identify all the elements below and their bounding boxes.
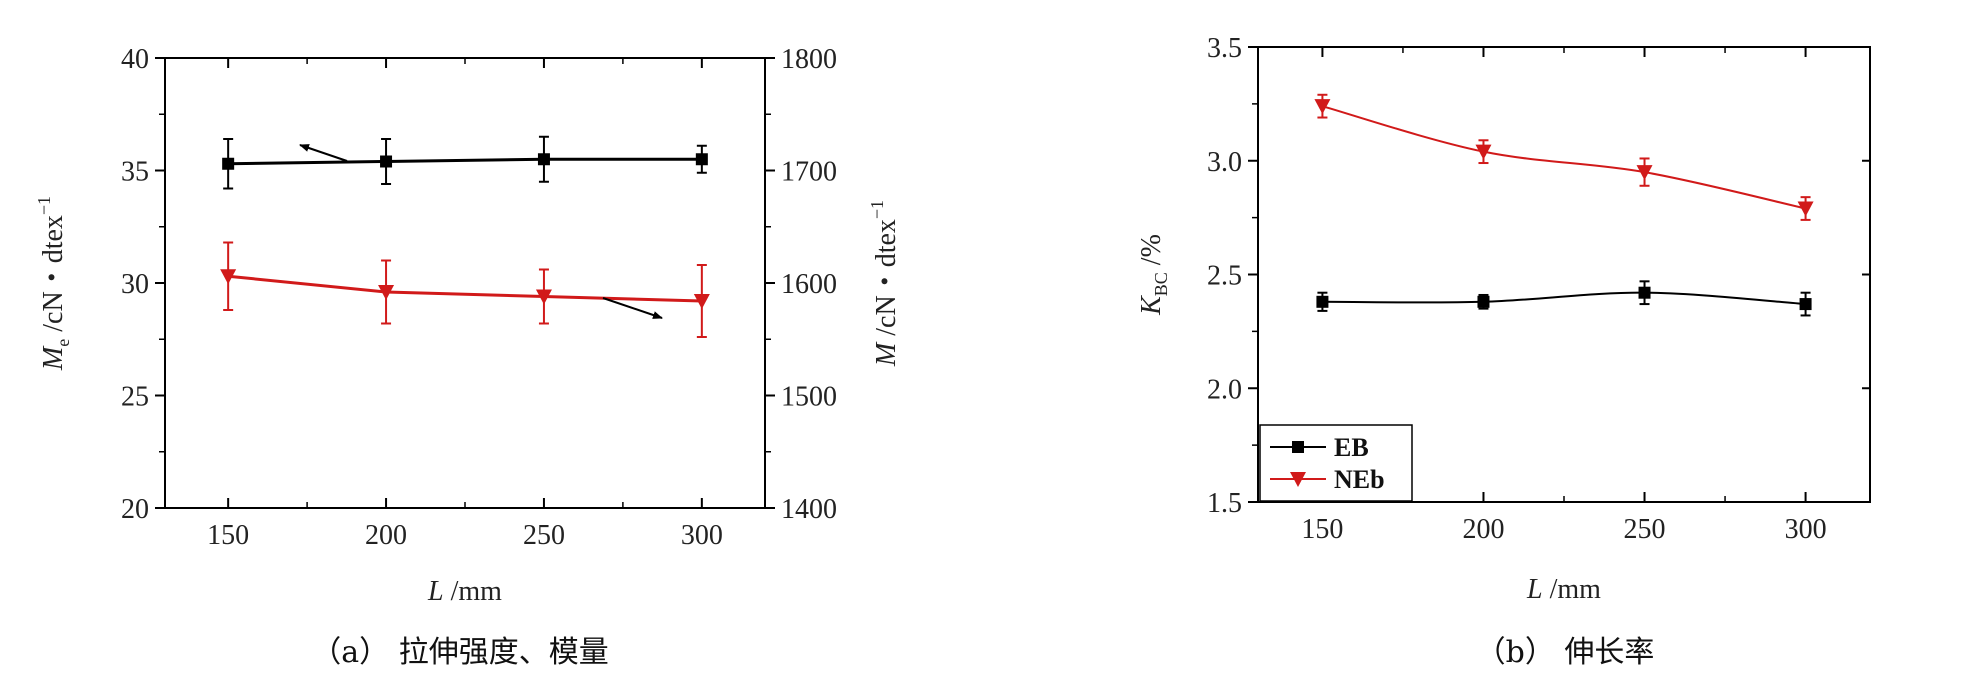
y-axis-title: KBC /%	[1136, 234, 1171, 316]
y-right-tick-label: 1600	[781, 269, 837, 300]
series-0	[222, 135, 708, 190]
series-line	[228, 157, 702, 166]
plot-frame	[164, 57, 766, 509]
data-point	[1475, 144, 1492, 160]
data-point	[222, 157, 235, 170]
series-1	[1314, 93, 1814, 221]
data-point	[380, 155, 393, 168]
data-point	[1799, 298, 1812, 311]
y-right-tick-label: 1400	[781, 494, 837, 525]
data-point	[1797, 201, 1814, 217]
x-axis-title: L /mm	[427, 576, 502, 607]
data-point	[1314, 99, 1331, 115]
y-tick-label: 40	[121, 44, 149, 75]
legend-label: NEb	[1334, 465, 1385, 494]
x-tick-label: 200	[365, 520, 407, 551]
x-tick-label: 150	[207, 520, 249, 551]
panel-caption: （b） 伸长率	[1476, 635, 1655, 670]
data-point	[695, 153, 708, 166]
legend-box	[1259, 424, 1413, 502]
series-line	[1322, 105, 1806, 210]
data-point	[537, 153, 550, 166]
y-right-tick-label: 1500	[781, 382, 837, 413]
series-0	[1316, 280, 1812, 317]
legend-marker	[1292, 441, 1304, 453]
series-line	[228, 274, 702, 303]
legend-marker	[1290, 472, 1306, 487]
data-point	[220, 269, 237, 285]
panel-caption: （a） 拉伸强度、模量	[311, 635, 608, 670]
data-point	[535, 289, 552, 305]
x-tick-label: 200	[1462, 514, 1504, 545]
x-axis-title: L /mm	[1526, 574, 1601, 605]
chart-panel-a: 150 200 250 300 20 25 30 35 40 1400 1500 1600 1700 18…	[34, 44, 902, 670]
data-point	[378, 285, 395, 300]
y-right-tick-label: 1700	[781, 157, 837, 188]
series-line	[1322, 291, 1806, 306]
data-point	[1636, 165, 1653, 181]
y-tick-label: 3.0	[1207, 147, 1242, 178]
x-tick-label: 300	[1785, 514, 1827, 545]
y-tick-label: 25	[121, 382, 149, 413]
y-tick-label: 20	[121, 494, 149, 525]
y-right-axis-title: M /cN・dtex−1	[867, 200, 902, 367]
x-tick-label: 150	[1301, 514, 1343, 545]
arrow-to-right-axis	[602, 297, 663, 319]
x-tick-label: 250	[1624, 514, 1666, 545]
legend-label: EB	[1334, 433, 1369, 462]
data-point	[1477, 295, 1490, 308]
data-point	[1638, 286, 1651, 299]
y-axis-title: Me /cN・dtex−1	[34, 196, 73, 371]
legend: EB NEb	[1259, 424, 1413, 502]
y-tick-label: 35	[121, 157, 149, 188]
chart-panel-b: 150 200 250 300 1.5 2.0 2.5 3.0 3.5 KBC /% L /mm EB…	[1136, 33, 1871, 670]
y-tick-label: 2.5	[1207, 261, 1242, 292]
x-tick-label: 250	[523, 520, 565, 551]
y-tick-label: 1.5	[1207, 488, 1242, 519]
series-1	[220, 241, 710, 338]
y-right-tick-label: 1800	[781, 44, 837, 75]
y-tick-label: 2.0	[1207, 374, 1242, 405]
y-tick-label: 3.5	[1207, 33, 1242, 64]
data-point	[693, 294, 710, 309]
x-tick-label: 300	[681, 520, 723, 551]
arrow-to-left-axis	[299, 144, 348, 162]
y-tick-label: 30	[121, 269, 149, 300]
data-point	[1316, 295, 1329, 308]
